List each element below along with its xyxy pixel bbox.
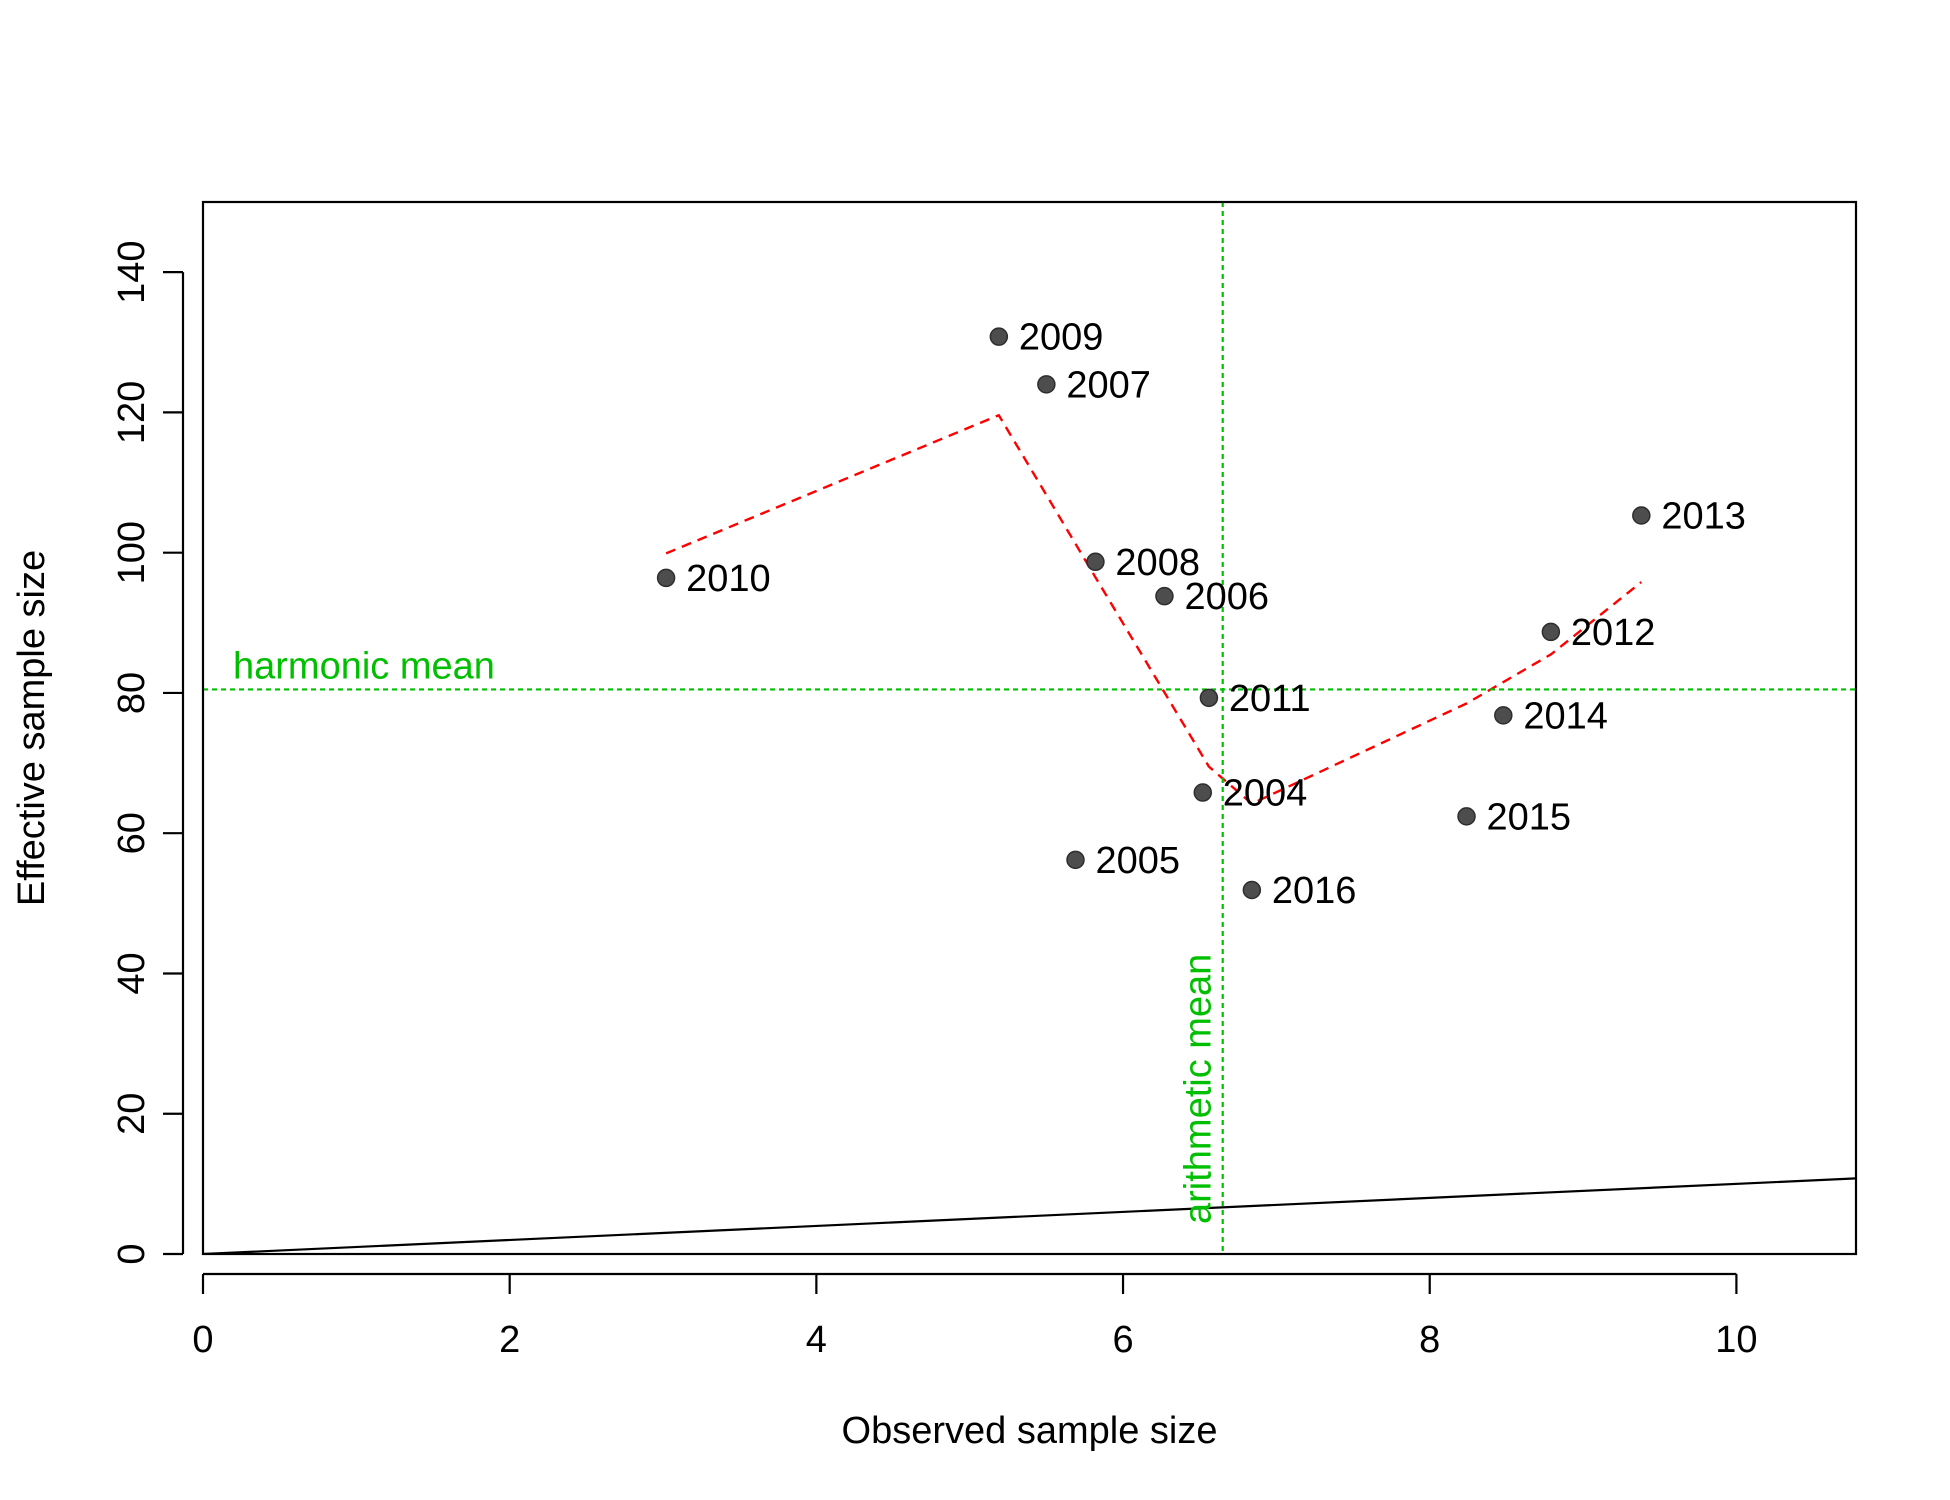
x-tick-label: 4: [806, 1319, 827, 1361]
data-point: [1457, 807, 1476, 826]
y-tick-label: 20: [111, 1093, 153, 1135]
x-axis-title: Observed sample size: [842, 1410, 1218, 1452]
data-point: [1066, 850, 1085, 870]
data-point: [1632, 506, 1651, 525]
x-tick-label: 10: [1715, 1319, 1757, 1361]
identity-line: [203, 1177, 1856, 1254]
data-point-label: 2010: [686, 558, 771, 600]
data-point-label: 2016: [1272, 870, 1357, 912]
y-tick-label: 40: [111, 952, 153, 994]
plot-area: [203, 202, 1856, 1254]
harmonic-mean-label: harmonic mean: [233, 645, 495, 687]
y-tick-label: 120: [111, 381, 153, 444]
y-tick-label: 100: [111, 521, 153, 584]
data-point-label: 2008: [1115, 542, 1200, 584]
y-axis-title: Effective sample size: [11, 550, 53, 906]
data-point: [1242, 880, 1262, 900]
plot-frame: [201, 200, 1858, 1256]
data-point-label: 2012: [1571, 612, 1656, 654]
data-point-label: 2014: [1523, 695, 1608, 737]
data-point: [1199, 688, 1219, 708]
data-point-label: 2007: [1066, 364, 1151, 406]
data-point-label: 2015: [1487, 796, 1572, 838]
data-point-label: 2011: [1229, 678, 1311, 720]
y-tick-label: 80: [111, 672, 153, 714]
smoother-line: [665, 413, 1643, 806]
x-tick-label: 2: [499, 1319, 520, 1361]
data-point: [1541, 622, 1561, 642]
data-point: [989, 327, 1009, 346]
x-tick-label: 8: [1419, 1319, 1440, 1361]
data-point: [1494, 706, 1513, 725]
data-point-label: 2013: [1661, 495, 1746, 537]
data-point: [1037, 375, 1056, 394]
x-tick-label: 0: [192, 1319, 213, 1361]
y-tick-label: 0: [111, 1243, 153, 1264]
data-point-label: 2005: [1096, 840, 1181, 882]
data-point-label: 2006: [1184, 576, 1269, 618]
x-tick-label: 6: [1112, 1319, 1133, 1361]
y-tick-label: 140: [111, 240, 153, 303]
data-point-label: 2004: [1223, 773, 1308, 815]
data-point-label: 2009: [1019, 317, 1104, 359]
data-point: [1155, 586, 1174, 606]
data-point: [1193, 783, 1213, 802]
data-point: [1086, 552, 1105, 572]
y-tick-label: 60: [111, 812, 153, 854]
arithmetic-mean-label: arithmetic mean: [1178, 954, 1220, 1224]
data-point: [656, 568, 676, 588]
